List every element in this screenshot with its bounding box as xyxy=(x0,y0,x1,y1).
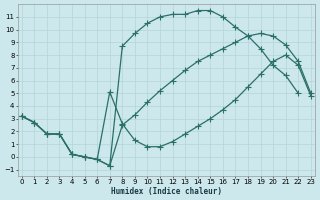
X-axis label: Humidex (Indice chaleur): Humidex (Indice chaleur) xyxy=(111,187,222,196)
